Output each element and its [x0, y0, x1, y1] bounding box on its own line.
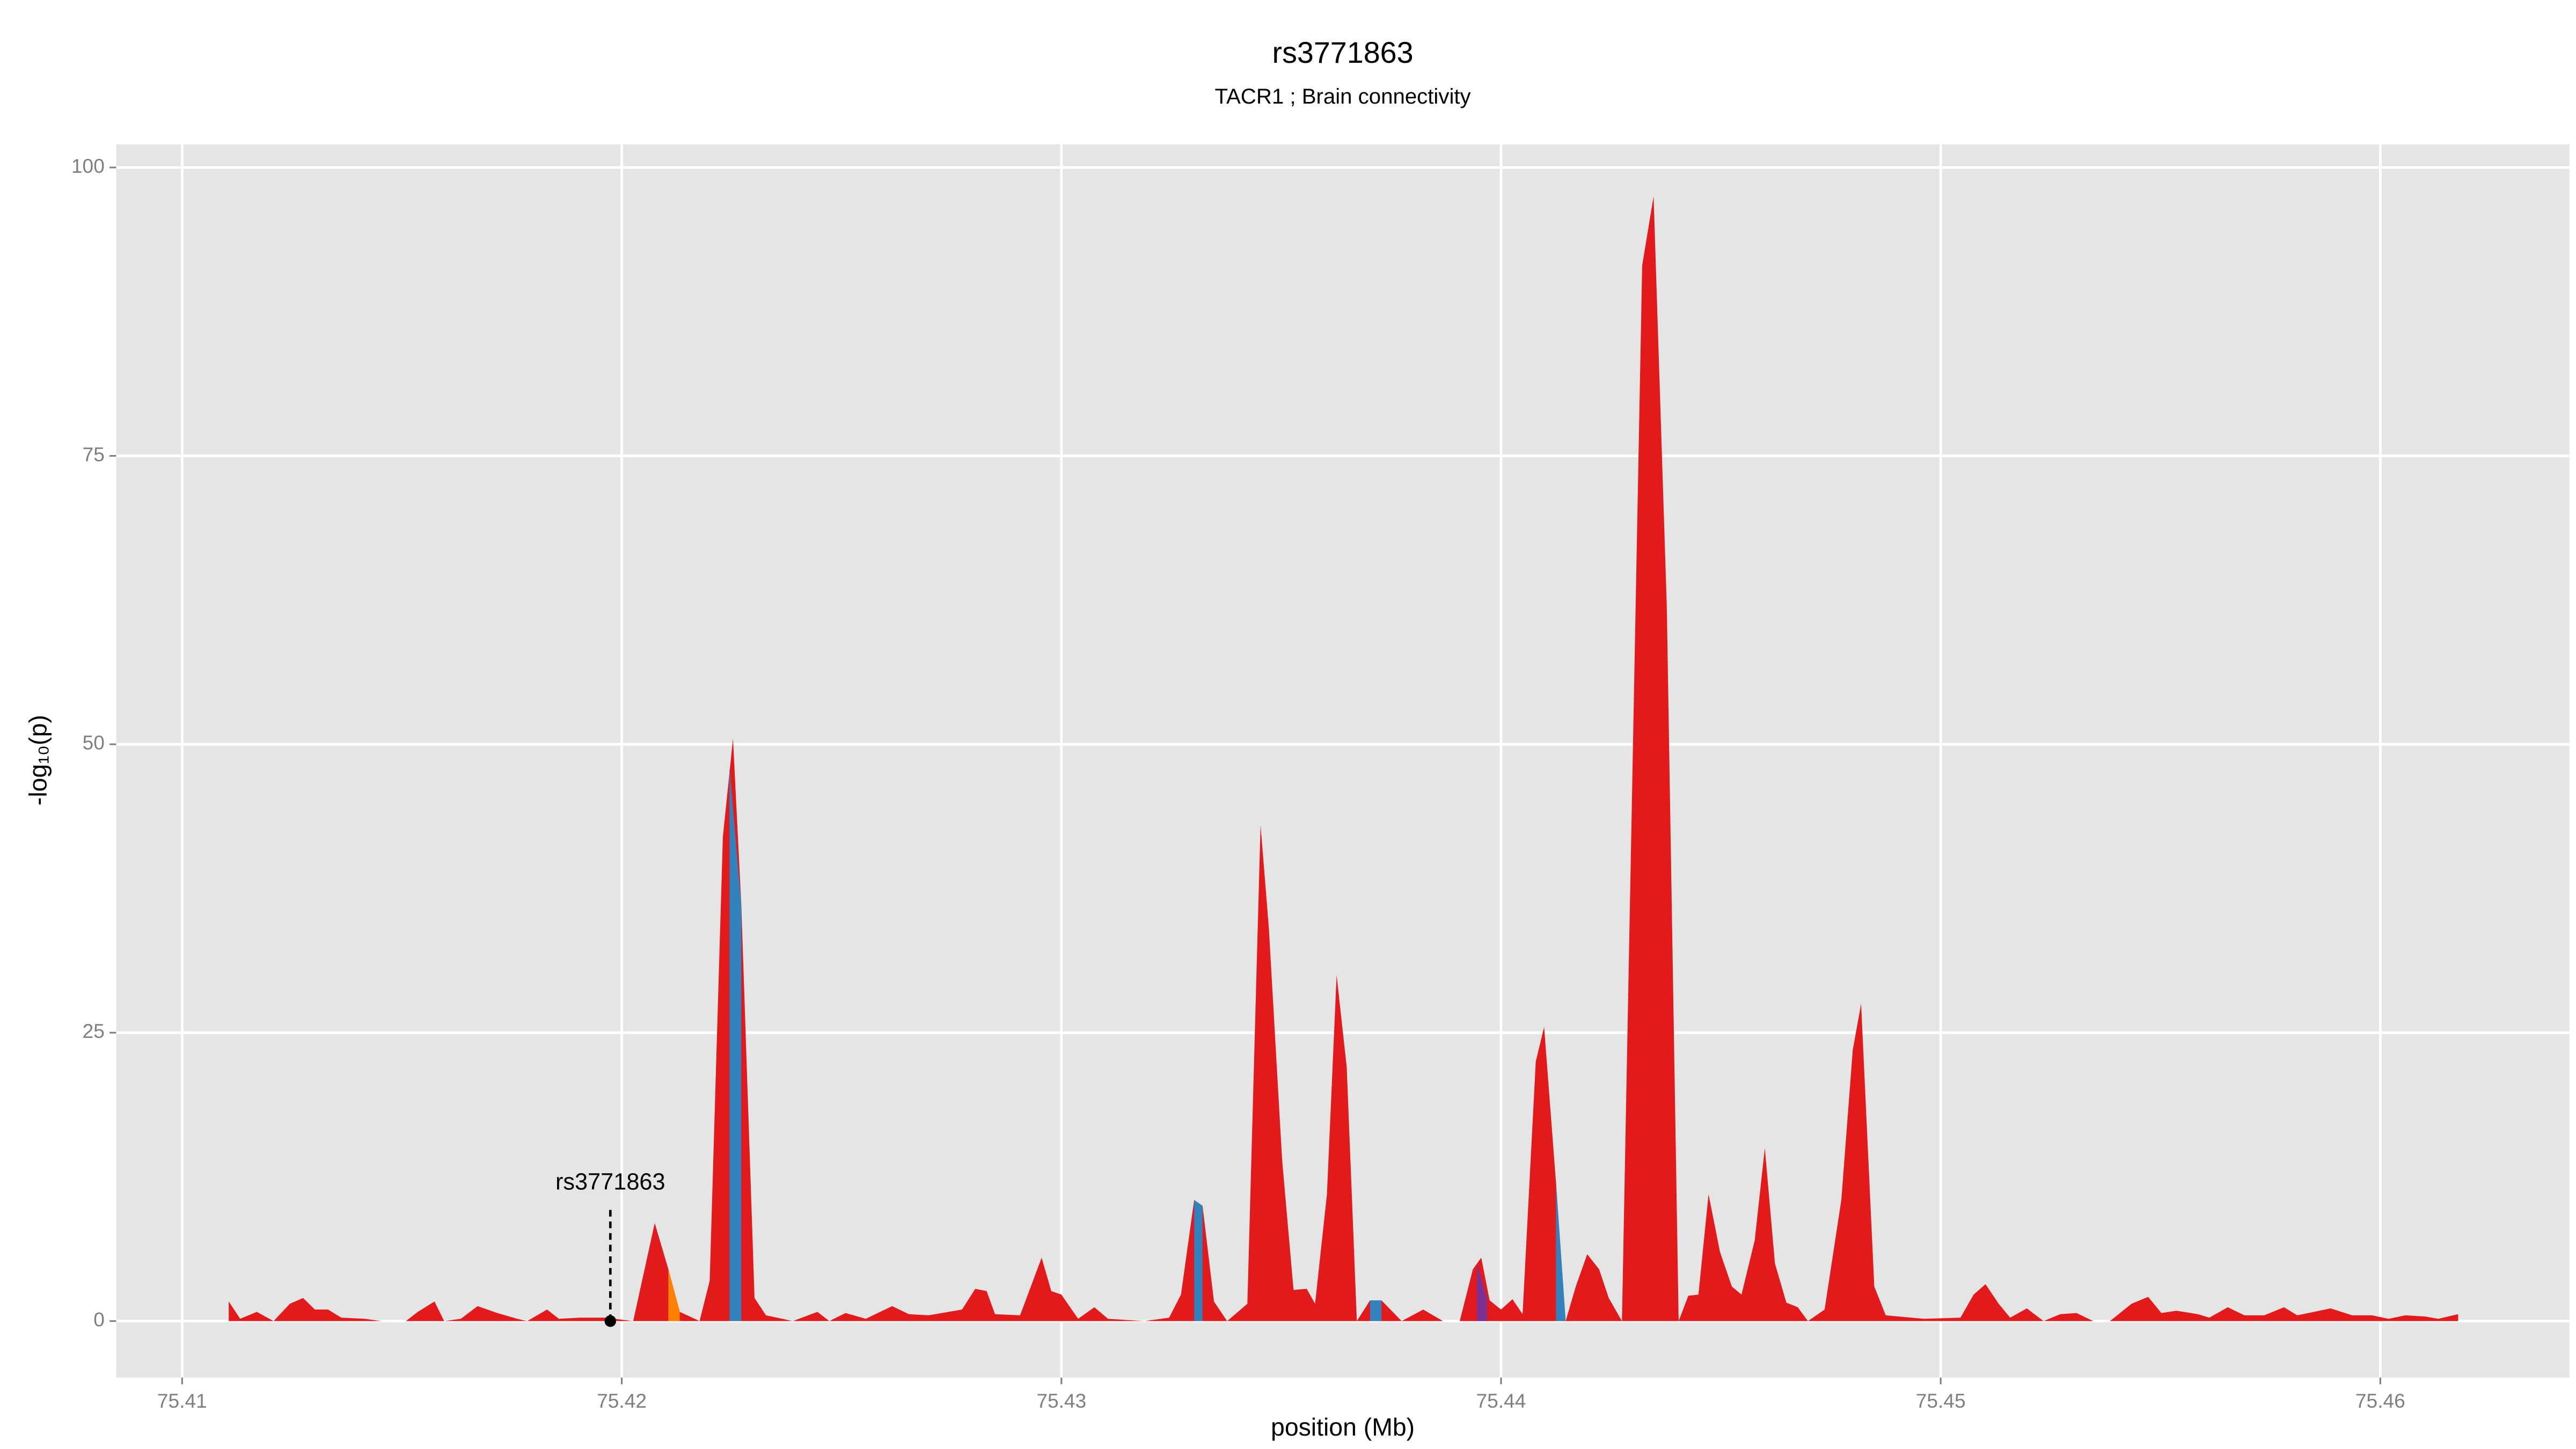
annotation-label: rs3771863: [555, 1169, 665, 1195]
area: [729, 767, 742, 1321]
x-tick-label: 75.45: [1916, 1389, 1966, 1412]
area: [668, 1269, 680, 1321]
x-tick-label: 75.43: [1036, 1389, 1086, 1412]
x-tick-label: 75.44: [1476, 1389, 1526, 1412]
annotation-point: [604, 1315, 617, 1327]
y-tick-label: 0: [93, 1308, 105, 1330]
x-tick-label: 75.41: [157, 1389, 207, 1412]
area: [1476, 1263, 1487, 1321]
area: [1194, 1199, 1203, 1321]
chart-title: rs3771863: [1272, 36, 1414, 69]
y-tick-label: 75: [83, 443, 105, 465]
x-tick-label: 75.46: [2355, 1389, 2405, 1412]
chart-subtitle: TACR1 ; Brain connectivity: [1214, 84, 1471, 108]
x-tick-label: 75.42: [597, 1389, 647, 1412]
y-axis-label: -log₁₀(p): [24, 715, 52, 806]
area: [1370, 1300, 1382, 1321]
area: [229, 196, 2458, 1321]
y-tick-label: 25: [83, 1020, 105, 1042]
y-tick-label: 50: [83, 731, 105, 754]
y-tick-label: 100: [71, 155, 105, 177]
x-axis-label: position (Mb): [1271, 1413, 1415, 1441]
